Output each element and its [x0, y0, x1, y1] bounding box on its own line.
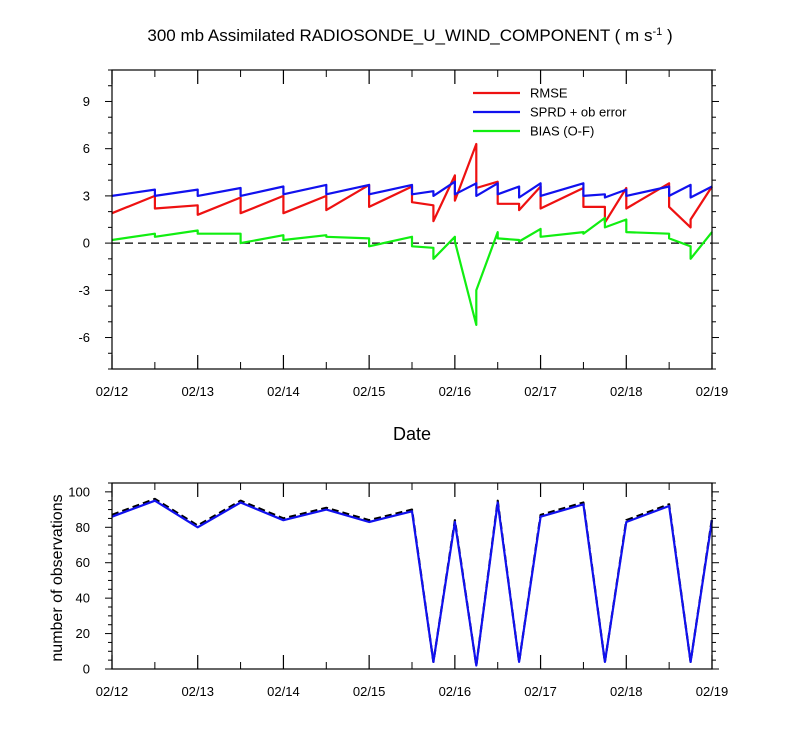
legend-label: BIAS (O-F): [530, 124, 594, 139]
x-tick-label: 02/18: [610, 384, 643, 399]
y-tick-label: 9: [83, 94, 90, 109]
x-tick-label: 02/13: [181, 684, 214, 699]
bottom-chart-panel: 0 20 40 60 80 100 02/12 02/13 02/14 02/15 02/16 02…: [68, 482, 729, 699]
y-tick-label: -6: [78, 330, 90, 345]
top-plot-frame: [111, 69, 713, 370]
y-tick-label: 0: [83, 662, 90, 677]
x-tick-label: 02/13: [181, 384, 214, 399]
y-tick-label: 80: [76, 520, 90, 535]
series-used-line: [111, 499, 714, 667]
series-rmse-line: [111, 142, 713, 229]
x-tick-label: 02/19: [696, 384, 729, 399]
y-tick-label: 40: [76, 591, 90, 606]
x-tick-label: 02/15: [353, 684, 386, 699]
x-tick-label: 02/16: [439, 684, 472, 699]
series-sprd-ob-error-line: [111, 180, 713, 199]
x-axis-title: Date: [393, 424, 431, 444]
x-tick-label: 02/17: [524, 684, 557, 699]
y-tick-label: -3: [78, 283, 90, 298]
x-tick-label: 02/12: [96, 384, 129, 399]
x-tick-label: 02/19: [696, 684, 729, 699]
y-axis-title-observations: number of observations: [49, 494, 66, 661]
y-tick-label: 100: [68, 484, 90, 499]
y-tick-label: 3: [83, 188, 90, 203]
y-tick-label: 0: [83, 236, 90, 251]
x-tick-label: 02/17: [524, 384, 557, 399]
top-chart-panel: -6 -3 0 3 6 9 02/12 02/13 02/14 02/15 02/16 02/17 0…: [78, 69, 729, 399]
legend: RMSE SPRD + ob error BIAS (O-F): [473, 86, 627, 139]
y-tick-label: 60: [76, 555, 90, 570]
x-tick-label: 02/18: [610, 684, 643, 699]
x-tick-label: 02/16: [439, 384, 472, 399]
legend-label: SPRD + ob error: [530, 105, 627, 120]
x-tick-label: 02/14: [267, 384, 300, 399]
x-tick-label: 02/12: [96, 684, 129, 699]
x-tick-label: 02/15: [353, 384, 386, 399]
chart-title: 300 mb Assimilated RADIOSONDE_U_WIND_COM…: [147, 26, 672, 45]
series-bias-o-f-line: [111, 216, 713, 326]
y-tick-label: 6: [83, 141, 90, 156]
x-tick-label: 02/14: [267, 684, 300, 699]
bottom-plot-frame: [111, 482, 713, 670]
legend-label: RMSE: [530, 86, 568, 101]
y-tick-label: 20: [76, 626, 90, 641]
